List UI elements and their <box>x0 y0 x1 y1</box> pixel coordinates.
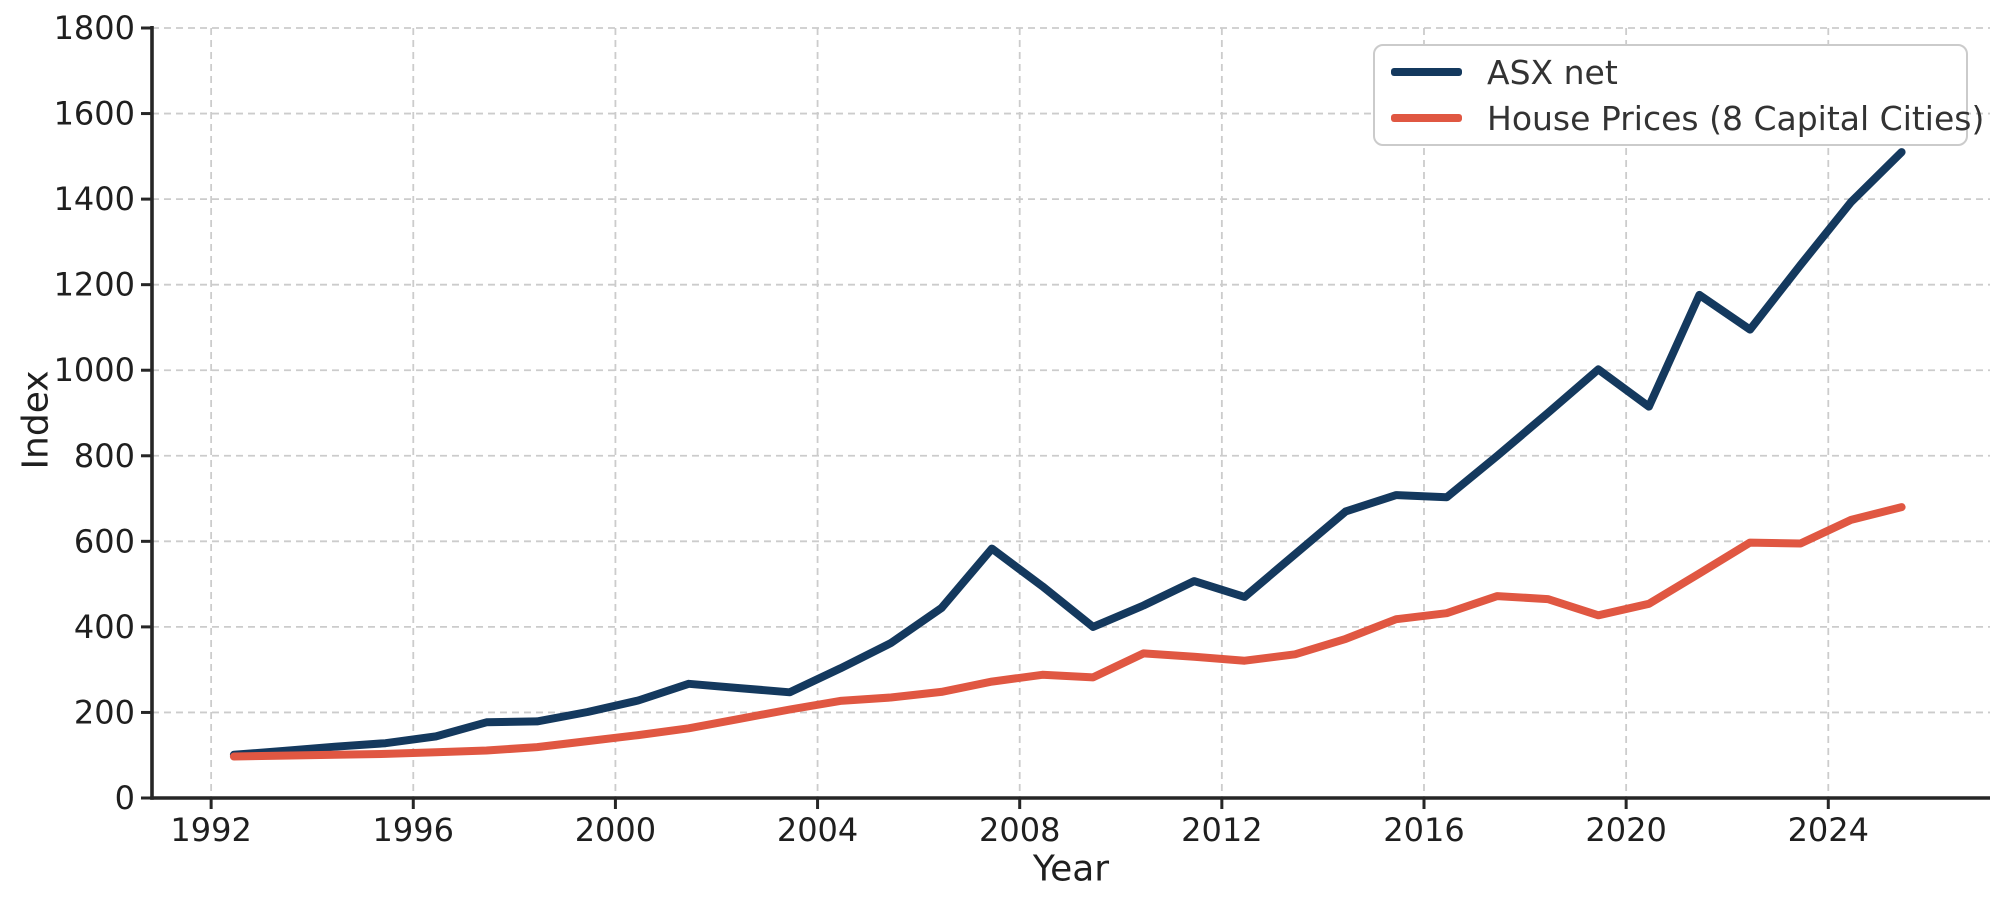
house-prices-8-capital-cities-line <box>229 503 1906 761</box>
y-tick-label-1000: 1000 <box>54 351 135 389</box>
y-tick-label-800: 800 <box>74 437 135 475</box>
x-tick-label-2024: 2024 <box>1788 811 1869 849</box>
x-tick-label-1996: 1996 <box>373 811 454 849</box>
x-tick-label-2008: 2008 <box>979 811 1060 849</box>
y-tick-label-1800: 1800 <box>54 9 135 47</box>
x-tick-label-2020: 2020 <box>1585 811 1666 849</box>
y-tick-label-600: 600 <box>74 522 135 560</box>
y-tick-label-200: 200 <box>74 693 135 731</box>
y-tick-label-0: 0 <box>115 779 135 817</box>
asx-net-line <box>229 148 1906 759</box>
asx-net-line-swatch <box>1391 68 1462 76</box>
legend-label-asx-net: ASX net <box>1487 52 1618 92</box>
y-tick-label-1600: 1600 <box>54 95 135 133</box>
legend-label-house-prices: House Prices (8 Capital Cities) <box>1487 98 1985 138</box>
x-tick-label-1992: 1992 <box>170 811 251 849</box>
y-axis-title: Index <box>15 370 57 470</box>
x-axis-title: Year <box>1032 848 1110 890</box>
y-tick-label-1400: 1400 <box>54 180 135 218</box>
legend-item-house-prices: House Prices (8 Capital Cities) <box>1391 102 1984 135</box>
legend-item-asx-net: ASX net <box>1391 56 1946 89</box>
y-tick-label-1200: 1200 <box>54 266 135 304</box>
y-tick-label-400: 400 <box>74 608 135 646</box>
x-tick-label-2012: 2012 <box>1181 811 1262 849</box>
legend: ASX net House Prices (8 Capital Cities) <box>1373 44 1984 146</box>
house-prices-line-swatch <box>1391 114 1462 122</box>
x-tick-label-2000: 2000 <box>575 811 656 849</box>
x-tick-label-2016: 2016 <box>1383 811 1464 849</box>
x-tick-label-2004: 2004 <box>777 811 858 849</box>
